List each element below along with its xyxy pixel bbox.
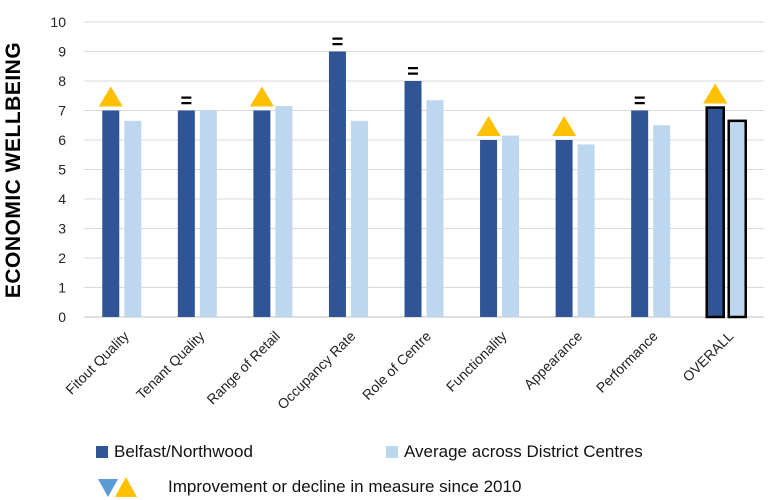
legend-label-series-1: Belfast/Northwood xyxy=(114,442,253,461)
no-change-marker: = xyxy=(634,91,646,113)
legend-swatch-series-2 xyxy=(386,446,398,458)
y-axis-label: ECONOMIC WELLBEING xyxy=(2,41,25,299)
bar-series-1 xyxy=(480,140,498,317)
legend-item-series-2: Average across District Centres xyxy=(386,442,643,462)
legend-label-series-2: Average across District Centres xyxy=(404,442,643,461)
bar-series-2 xyxy=(577,144,595,317)
legend: Belfast/Northwood Average across Distric… xyxy=(96,440,756,500)
legend-item-series-1: Belfast/Northwood xyxy=(96,442,253,462)
x-tick-label: OVERALL xyxy=(679,328,736,385)
improvement-marker xyxy=(552,116,577,136)
bar-series-2 xyxy=(350,120,368,317)
legend-label-change: Improvement or decline in measure since … xyxy=(168,477,522,496)
bar-series-1 xyxy=(404,81,422,317)
x-tick-label: Role of Centre xyxy=(359,328,434,403)
x-tick-label: Fitout Quality xyxy=(62,328,132,398)
bar-series-1 xyxy=(631,110,649,317)
legend-item-change: Improvement or decline in measure since … xyxy=(96,476,521,498)
bar-series-1 xyxy=(328,51,346,317)
y-tick-label: 6 xyxy=(58,132,66,148)
no-change-marker: = xyxy=(407,61,419,83)
bar-series-1 xyxy=(253,110,271,317)
improvement-marker xyxy=(703,83,728,104)
x-tick-label: Tenant Quality xyxy=(133,328,208,403)
improvement-marker xyxy=(476,116,501,136)
bar-series-2 xyxy=(426,100,444,317)
bar-series-2 xyxy=(727,119,747,319)
improvement-triangle-icon xyxy=(115,477,137,497)
x-tick-label: Functionality xyxy=(443,328,510,395)
decline-triangle-icon xyxy=(98,479,118,497)
change-markers: = = = = xyxy=(98,32,728,136)
bars xyxy=(102,51,747,319)
bar-series-2 xyxy=(124,120,142,317)
y-tick-label: 4 xyxy=(58,191,66,207)
y-tick-label: 5 xyxy=(58,162,66,178)
bar-series-1 xyxy=(705,106,725,319)
no-change-marker: = xyxy=(332,32,344,54)
y-tick-label: 0 xyxy=(58,309,66,325)
y-tick-label: 9 xyxy=(58,44,66,60)
x-tick-label: Appearance xyxy=(521,328,586,393)
y-tick-label: 2 xyxy=(58,250,66,266)
bar-series-2 xyxy=(502,135,520,317)
bar-series-1 xyxy=(177,110,195,317)
y-tick-label: 3 xyxy=(58,221,66,237)
bar-series-2 xyxy=(653,125,671,317)
y-tick-label: 10 xyxy=(50,14,66,30)
improvement-marker xyxy=(98,86,123,107)
y-axis-ticks: 0 1 2 3 4 5 6 7 8 9 10 xyxy=(50,14,66,325)
improvement-marker xyxy=(249,86,274,107)
legend-swatch-series-1 xyxy=(96,446,108,458)
bar-series-2 xyxy=(275,106,293,317)
x-tick-label: Range of Retail xyxy=(203,328,283,408)
no-change-marker: = xyxy=(180,91,192,113)
bar-series-1 xyxy=(102,110,120,317)
bar-series-1 xyxy=(555,140,573,317)
bar-chart: 0 1 2 3 4 5 6 7 8 9 10 = = = = Fitout Quality Tenant Q… xyxy=(50,14,764,413)
improvement-decline-icon xyxy=(98,477,137,497)
y-tick-label: 1 xyxy=(58,280,66,296)
gridlines xyxy=(84,21,764,318)
bar-series-2 xyxy=(199,110,217,317)
y-tick-label: 7 xyxy=(58,103,66,119)
y-tick-label: 8 xyxy=(58,73,66,89)
x-tick-label: Performance xyxy=(593,328,661,396)
x-tick-label: Occupancy Rate xyxy=(274,328,359,413)
